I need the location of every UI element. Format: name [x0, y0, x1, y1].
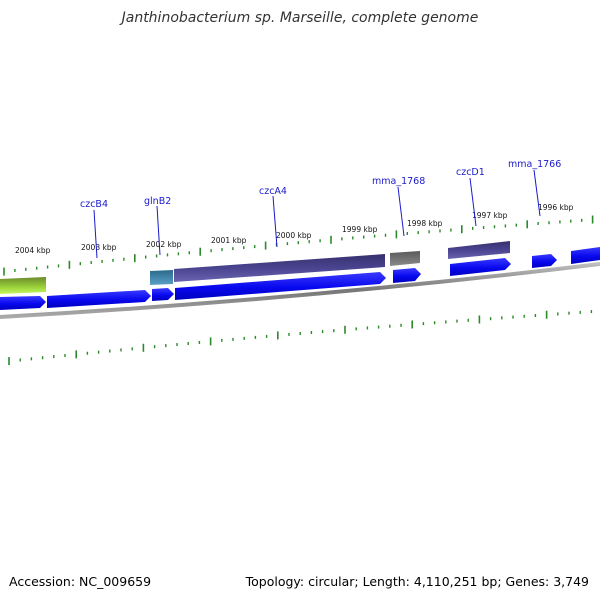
- inner-tick-ring: [8, 310, 593, 366]
- genome-summary-text: Topology: circular; Length: 4,110,251 bp…: [245, 574, 589, 589]
- gene-leader-lines: [93, 169, 541, 259]
- cds-arrow-czcA4[interactable]: [175, 272, 386, 300]
- accession-text: Accession: NC_009659: [9, 574, 152, 589]
- gene-label-mma_1766[interactable]: mma_1766: [508, 159, 561, 170]
- ruler-label-1998: 1998 kbp: [407, 219, 443, 228]
- leader-glnB2: [156, 205, 161, 256]
- gene-label-czcD1[interactable]: czcD1: [456, 167, 485, 178]
- cds-arrow-czcB4[interactable]: [47, 290, 151, 308]
- ruler-labels: 2004 kbp 2003 kbp 2002 kbp 2001 kbp 2000…: [15, 203, 574, 255]
- feature-block-mma_1768[interactable]: [390, 251, 420, 266]
- feature-track: [0, 241, 510, 294]
- ruler-label-2002: 2002 kbp: [146, 240, 182, 249]
- gene-label-glnB2[interactable]: glnB2: [144, 196, 171, 207]
- feature-block-czcA4[interactable]: [174, 254, 385, 282]
- outer-tick-ring: [3, 215, 594, 276]
- ruler-label-2001: 2001 kbp: [211, 236, 247, 245]
- leader-czcD1: [469, 177, 477, 227]
- feature-block-glnB2[interactable]: [150, 270, 173, 285]
- cds-arrow-mma_1766[interactable]: [532, 254, 557, 268]
- leader-mma_1768: [397, 186, 405, 237]
- leader-mma_1766: [533, 169, 541, 217]
- ruler-label-2004: 2004 kbp: [15, 246, 51, 255]
- cds-track: [0, 247, 600, 310]
- cds-arrow-glnB2[interactable]: [152, 288, 174, 301]
- cds-arrow-1[interactable]: [0, 296, 46, 310]
- leader-czcB4: [93, 209, 98, 259]
- ruler-label-1997: 1997 kbp: [472, 211, 508, 220]
- gene-labels: czcB4 glnB2 czcA4 mma_1768 czcD1 mma_176…: [80, 159, 561, 210]
- genome-backbone: [0, 262, 600, 319]
- ruler-label-2000: 2000 kbp: [276, 231, 312, 240]
- cds-arrow-next[interactable]: [571, 247, 600, 264]
- cds-arrow-mma_1768[interactable]: [393, 268, 421, 283]
- leader-czcA4: [272, 195, 278, 248]
- ruler-label-2003: 2003 kbp: [81, 243, 117, 252]
- cds-arrow-czcD1[interactable]: [450, 258, 511, 276]
- map-title: Janthinobacterium sp. Marseille, complet…: [121, 10, 479, 26]
- gene-label-czcA4[interactable]: czcA4: [259, 186, 287, 197]
- gene-label-czcB4[interactable]: czcB4: [80, 199, 108, 210]
- ruler-label-1999: 1999 kbp: [342, 225, 378, 234]
- feature-block-green[interactable]: [0, 277, 46, 294]
- feature-block-czcD1[interactable]: [448, 241, 510, 259]
- gene-label-mma_1768[interactable]: mma_1768: [372, 176, 425, 187]
- ruler-label-1996: 1996 kbp: [538, 203, 574, 212]
